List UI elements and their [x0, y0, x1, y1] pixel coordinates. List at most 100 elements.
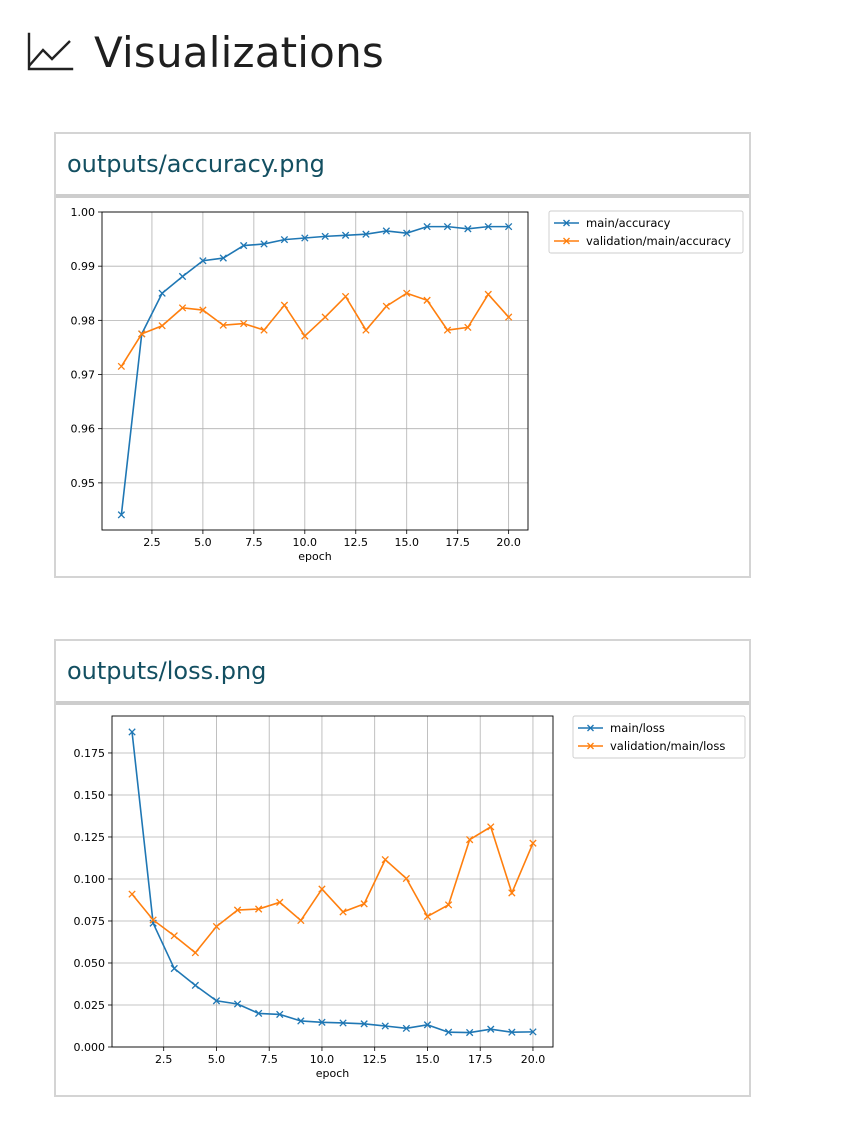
- card-title-bar: outputs/accuracy.png: [56, 134, 749, 198]
- y-tick-label: 0.100: [74, 873, 106, 886]
- data-point: [464, 225, 472, 233]
- data-point: [178, 272, 187, 281]
- data-point: [423, 912, 432, 921]
- data-point: [158, 322, 166, 330]
- y-tick-label: 0.050: [74, 957, 106, 970]
- data-point: [362, 230, 370, 238]
- data-point: [117, 362, 126, 371]
- x-tick-label: 15.0: [415, 1053, 440, 1066]
- data-point: [128, 890, 136, 898]
- legend-marker: [563, 219, 570, 227]
- x-tick-label: 2.5: [155, 1053, 173, 1066]
- x-tick-label: 10.0: [310, 1053, 335, 1066]
- data-point: [465, 836, 474, 844]
- y-tick-label: 0.125: [74, 831, 106, 844]
- data-point: [382, 302, 390, 310]
- legend-label: main/loss: [610, 721, 665, 735]
- line-chart-icon: [26, 32, 74, 72]
- data-point: [341, 292, 350, 301]
- data-point: [508, 889, 516, 897]
- plot-frame: [101, 211, 529, 531]
- data-point: [484, 290, 492, 299]
- x-tick-label: 17.5: [468, 1053, 493, 1066]
- y-tick-label: 0.025: [74, 999, 106, 1012]
- series-line: [120, 292, 510, 367]
- card-title: outputs/loss.png: [67, 657, 267, 685]
- data-point: [191, 949, 200, 957]
- data-point: [360, 1020, 368, 1028]
- data-point: [170, 932, 178, 940]
- x-tick-label: 20.0: [521, 1053, 546, 1066]
- legend-marker: [587, 742, 594, 750]
- data-point: [212, 922, 221, 931]
- data-point: [321, 313, 329, 321]
- data-point: [212, 997, 221, 1005]
- chart-legend: main/loss validation/main/loss: [572, 715, 746, 759]
- data-point: [484, 222, 492, 231]
- chart-card-loss: outputs/loss.png 2.5 5.0 7.5 10.0 12.5 15.0 17…: [54, 639, 751, 1097]
- data-point: [321, 232, 329, 241]
- data-point: [254, 905, 263, 913]
- x-tick-label: 7.5: [260, 1053, 278, 1066]
- data-point: [149, 916, 157, 924]
- legend-frame: [548, 210, 744, 254]
- legend-frame: [572, 715, 746, 759]
- chart-card-accuracy: outputs/accuracy.png 2.5 5.0 7.5 10.0 12.5 15…: [54, 132, 751, 578]
- x-tick-label: 2.5: [143, 536, 161, 549]
- y-tick-label: 0.97: [71, 369, 96, 382]
- data-point: [403, 229, 411, 237]
- data-point: [443, 222, 452, 231]
- legend-marker: [587, 724, 594, 732]
- y-tick-label: 0.150: [74, 789, 106, 802]
- data-point: [199, 257, 207, 265]
- data-point: [487, 823, 495, 831]
- legend-label: main/accuracy: [586, 216, 671, 230]
- data-point: [199, 306, 207, 314]
- data-point: [360, 900, 368, 908]
- chart-legend: main/accuracy validation/main/accuracy: [548, 210, 744, 254]
- data-point: [170, 964, 178, 973]
- x-axis-label: epoch: [298, 550, 332, 563]
- accuracy-chart: 2.5 5.0 7.5 10.0 12.5 15.0 17.5 20.0 0.95 0.96 0.9…: [71, 206, 744, 563]
- y-tick-label: 0.175: [74, 747, 106, 760]
- y-tick-label: 0.96: [71, 423, 96, 436]
- data-point: [233, 1000, 242, 1008]
- x-tick-label: 15.0: [394, 536, 419, 549]
- x-tick-label: 12.5: [344, 536, 369, 549]
- card-title: outputs/accuracy.png: [67, 150, 325, 178]
- data-point: [381, 855, 389, 864]
- legend-label: validation/main/loss: [610, 739, 725, 753]
- data-point: [219, 321, 227, 329]
- x-tick-label: 10.0: [293, 536, 318, 549]
- data-point: [423, 296, 431, 304]
- y-tick-label: 0.000: [74, 1041, 106, 1054]
- x-tick-label: 5.0: [194, 536, 212, 549]
- loss-chart: 2.5 5.0 7.5 10.0 12.5 15.0 17.5 20.0 0.000 0.025 0…: [74, 715, 746, 1080]
- data-point: [138, 330, 146, 338]
- y-tick-label: 0.075: [74, 915, 106, 928]
- x-tick-label: 5.0: [208, 1053, 226, 1066]
- data-point: [402, 1024, 411, 1033]
- data-point: [487, 1025, 495, 1033]
- data-point: [260, 240, 268, 248]
- x-tick-label: 17.5: [445, 536, 470, 549]
- series-line: [120, 225, 509, 515]
- data-point: [301, 234, 309, 242]
- data-point: [339, 1019, 347, 1027]
- data-point: [276, 1010, 284, 1019]
- data-point: [301, 332, 309, 340]
- data-point: [219, 254, 227, 262]
- data-point: [444, 1028, 453, 1036]
- data-point: [341, 231, 350, 239]
- x-tick-label: 20.0: [496, 536, 521, 549]
- series-line: [131, 825, 534, 954]
- data-point: [508, 1028, 516, 1036]
- legend-marker: [563, 237, 570, 245]
- x-tick-label: 7.5: [245, 536, 263, 549]
- data-point: [280, 235, 289, 244]
- data-point: [297, 1017, 305, 1025]
- data-point: [297, 916, 305, 925]
- data-point: [423, 222, 431, 231]
- y-tick-label: 0.98: [71, 314, 96, 327]
- data-point: [504, 222, 513, 231]
